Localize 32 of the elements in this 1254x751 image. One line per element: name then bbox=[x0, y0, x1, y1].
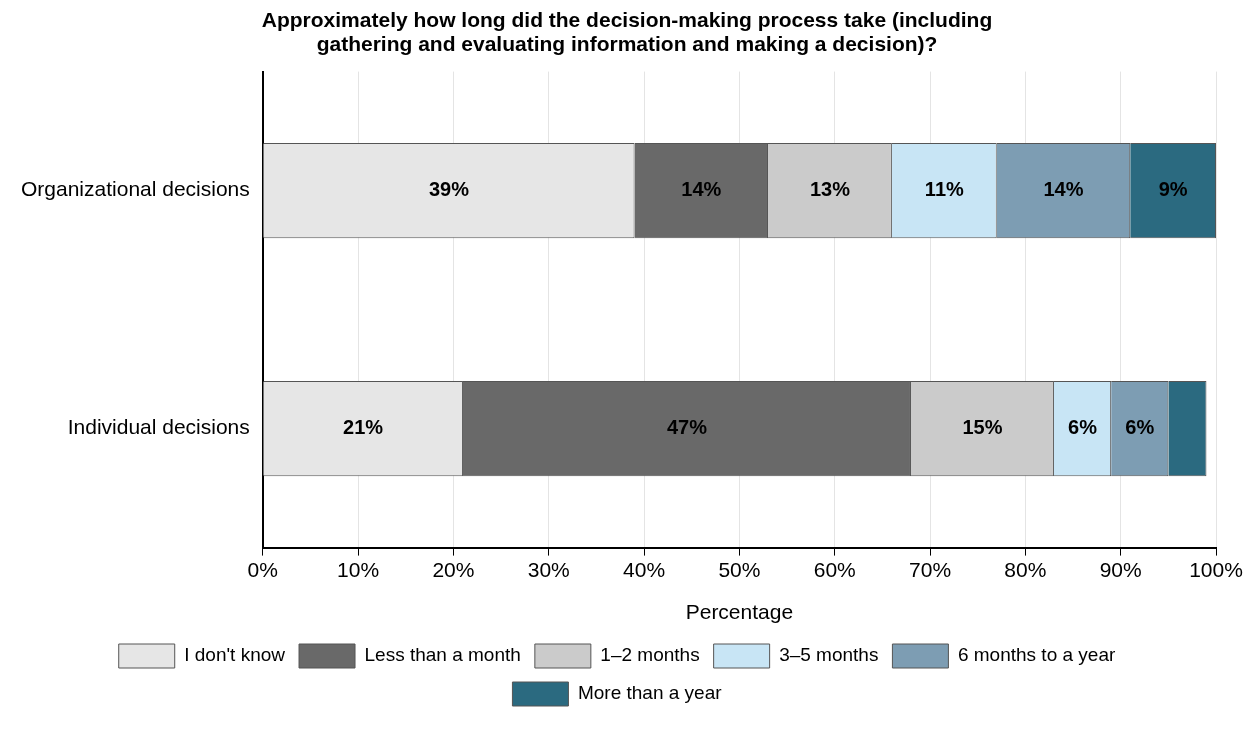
data-label: 11% bbox=[924, 178, 965, 201]
legend-label: More than a year bbox=[577, 682, 723, 704]
legend-label: Less than a month bbox=[364, 644, 521, 666]
data-label: 14% bbox=[1043, 178, 1084, 201]
chart-title: Approximately how long did the decision-making process take (including gathering and evaluating information and making a decision)? bbox=[260, 8, 994, 56]
data-label: 6% bbox=[1068, 416, 1098, 439]
x-tick-label: 60% bbox=[813, 558, 856, 581]
data-label: 39% bbox=[428, 178, 470, 201]
data-label: 21% bbox=[343, 416, 384, 439]
data-label: 14% bbox=[681, 178, 722, 201]
data-label: 9% bbox=[1158, 178, 1188, 201]
x-tick-label: 80% bbox=[1004, 558, 1047, 581]
x-axis-title: Percentage bbox=[685, 600, 794, 624]
legend-label: I don't know bbox=[184, 644, 286, 666]
y-tick-label: Organizational decisions bbox=[21, 177, 250, 201]
y-tick-label: Individual decisions bbox=[67, 415, 250, 439]
x-tick-label: 0% bbox=[247, 558, 278, 581]
data-label: 47% bbox=[666, 416, 708, 439]
x-tick-label: 30% bbox=[527, 558, 570, 581]
x-tick-label: 90% bbox=[1099, 558, 1142, 581]
legend-label: 3–5 months bbox=[779, 644, 879, 666]
x-tick-label: 70% bbox=[909, 558, 952, 581]
x-tick-label: 40% bbox=[623, 558, 666, 581]
data-label: 15% bbox=[962, 416, 1003, 439]
legend-label: 1–2 months bbox=[600, 644, 700, 666]
data-label: 13% bbox=[809, 178, 851, 201]
x-tick-label: 10% bbox=[337, 558, 380, 581]
legend-label: 6 months to a year bbox=[957, 644, 1116, 666]
x-tick-label: 100% bbox=[1189, 558, 1243, 581]
x-tick-label: 20% bbox=[432, 558, 475, 581]
data-label: 6% bbox=[1125, 416, 1155, 439]
x-tick-label: 50% bbox=[718, 558, 761, 581]
